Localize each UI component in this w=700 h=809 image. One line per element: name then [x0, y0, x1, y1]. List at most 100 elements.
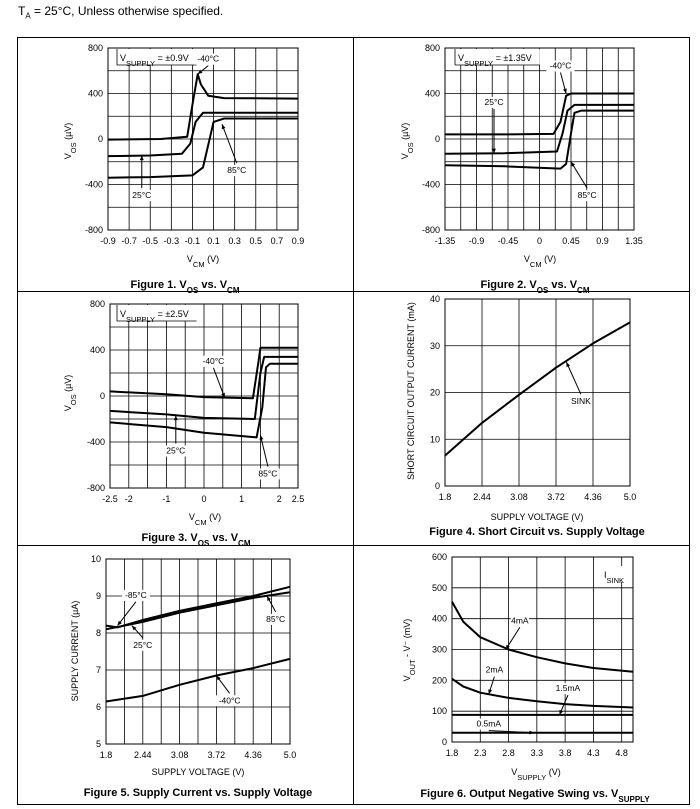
fig5-annotation-arrowhead	[267, 596, 271, 601]
fig1-annotation-label: -40°C	[197, 54, 219, 64]
fig1-series-1	[107, 111, 298, 158]
fig3-caption: Figure 3. VOS vs. VCM	[141, 532, 250, 548]
fig4-caption: Figure 4. Short Circuit vs. Supply Volta…	[429, 526, 645, 538]
frame-divider-vertical	[353, 37, 354, 805]
fig6-legend-box-text-prefix: I	[604, 570, 607, 580]
fig1-xlabel-rest: (V)	[205, 254, 220, 264]
fig1-annotation-bg	[130, 190, 154, 202]
fig4-ylabel: SHORT CIRCUIT OUTPUT CURRENT (mA)	[406, 302, 416, 480]
fig1-ytick: -800	[85, 225, 103, 235]
conditions-sub: A	[25, 11, 31, 21]
fig3-annotation-arrowhead	[173, 415, 178, 421]
fig6-series-0	[451, 601, 634, 673]
fig5-series-1	[105, 591, 291, 631]
fig6-xtick: 4.3	[587, 748, 600, 758]
fig1-xlabel: VCM (V)	[187, 254, 219, 269]
fig5-annotation-bg	[215, 695, 244, 707]
fig1-annotation-bg	[194, 53, 223, 65]
fig3-caption-sub2: CM	[238, 539, 251, 548]
fig3-annotation-bg	[199, 355, 228, 367]
fig1-ytick: 0	[98, 134, 103, 144]
fig6-ytick: 600	[432, 552, 447, 562]
fig6-caption-prefix: Figure 6. Output Negative Swing vs. V	[420, 788, 619, 800]
fig2-annotation-bg	[546, 60, 575, 72]
fig2-annotation-label: 25°C	[485, 97, 504, 107]
fig4-series-0	[444, 321, 631, 457]
fig1-caption-sub1: OS	[187, 286, 199, 295]
fig5-ytick: 6	[96, 702, 101, 712]
fig5-xlabel-prefix: SUPPLY VOLTAGE (V)	[152, 767, 245, 777]
fig4-ytick: 10	[430, 434, 440, 444]
fig2-xlabel-prefix: V	[524, 254, 530, 264]
fig2-xtick: -0.9	[469, 236, 485, 246]
fig2-annotation-bg	[575, 190, 599, 202]
fig6-legend-box-text: ISINK	[604, 570, 624, 585]
fig3-ylabel-prefix: V	[63, 405, 73, 411]
fig6-annotation-bg	[474, 718, 503, 730]
fig5-annotation-label: 85°C	[266, 614, 285, 624]
fig3-ytick: -400	[87, 437, 105, 447]
fig3-legend-box-text: VSUPPLY = ±2.5V	[120, 309, 189, 324]
fig3-annotation-label: 85°C	[258, 469, 277, 479]
fig6-annotation-label: 2mA	[486, 665, 504, 675]
fig5-annotation-arrow	[117, 601, 137, 626]
fig5-annotation-arrowhead	[131, 625, 137, 631]
fig4-xlabel-prefix: SUPPLY VOLTAGE (V)	[491, 512, 584, 522]
fig6-ytick: 300	[432, 645, 447, 655]
fig6-ylabel-prefix: V	[402, 675, 412, 681]
fig5-xtick: 1.8	[100, 750, 113, 760]
fig3-xlabel: VCM (V)	[189, 512, 221, 527]
fig2-legend-box-text-rest: = ±1.35V	[493, 53, 532, 63]
fig6-annotation-arrowhead	[505, 644, 510, 650]
fig4-ytick: 40	[430, 294, 440, 304]
fig6-ylabel: VOUT - V⁻ (mV)	[402, 619, 417, 682]
fig3-ytick: -800	[87, 483, 105, 493]
fig1-annotation-arrowhead	[139, 155, 144, 161]
fig6-annotation-label: 0.5mA	[476, 719, 501, 729]
fig2-xlabel-sub: CM	[530, 260, 542, 269]
fig3-caption-sub1: OS	[198, 539, 210, 548]
fig6-annotation-arrow	[488, 730, 535, 734]
fig2-annotation-arrowhead	[563, 88, 567, 94]
fig2-caption-mid: vs. V	[548, 279, 577, 291]
fig2-legend-box-text: VSUPPLY = ±1.35V	[458, 53, 532, 68]
fig3-xtick: -1	[162, 494, 170, 504]
fig5-xtick: 5.0	[284, 750, 297, 760]
fig1-chart: -0.9 -0.7 -0.5 -0.3 -0.1 0.1 0.3 0.5 0.7 0.9 800 40…	[63, 43, 304, 295]
fig5-annotation-label: 25°C	[133, 640, 152, 650]
fig6-annotation-arrowhead	[488, 689, 493, 695]
fig3-ytick: 800	[90, 299, 105, 309]
fig6-ytick: 500	[432, 583, 447, 593]
fig1-xtick: 0.3	[228, 236, 241, 246]
fig1-annotation-arrow	[221, 124, 238, 164]
fig1-xtick: 0.7	[271, 236, 284, 246]
fig1-ylabel-prefix: V	[63, 153, 73, 159]
fig5-ytick: 8	[96, 628, 101, 638]
fig1-xlabel-sub: CM	[193, 260, 205, 269]
fig2-annotation-bg	[482, 96, 506, 108]
fig6-xlabel: VSUPPLY (V)	[511, 767, 561, 782]
fig3-legend-box-text-rest: = ±2.5V	[155, 309, 189, 319]
fig1-ytick: -400	[85, 180, 103, 190]
fig1-xtick: -0.7	[121, 236, 137, 246]
conditions-note: TA = 25°C, Unless otherwise specified.	[18, 4, 223, 20]
fig2-caption-prefix: Figure 2. V	[480, 279, 537, 291]
fig5-ytick: 9	[96, 591, 101, 601]
fig4-xtick: 1.8	[439, 492, 452, 502]
fig5-annotation-bg	[131, 639, 155, 651]
fig4-ytick: 20	[430, 388, 440, 398]
fig3-legend-box-text-sub: SUPPLY	[126, 315, 155, 324]
fig2-annotation-label: 85°C	[578, 190, 597, 200]
fig6-xtick: 4.8	[615, 748, 628, 758]
fig1-legend-box-text-rest: = ±0.9V	[155, 53, 189, 63]
fig5-annotation-bg	[264, 613, 288, 625]
fig2-series-1	[444, 103, 634, 155]
fig2-legend-box-bg	[455, 49, 540, 65]
fig1-ylabel: VOS (µV)	[63, 123, 78, 160]
fig6-xtick: 2.8	[502, 748, 515, 758]
fig2-caption-sub2: CM	[577, 286, 590, 295]
conditions-rest: = 25°C, Unless otherwise specified.	[30, 4, 224, 18]
fig5-ytick: 5	[96, 739, 101, 749]
fig5-annotation-bg	[121, 589, 150, 601]
fig1-caption-sub2: CM	[227, 286, 240, 295]
